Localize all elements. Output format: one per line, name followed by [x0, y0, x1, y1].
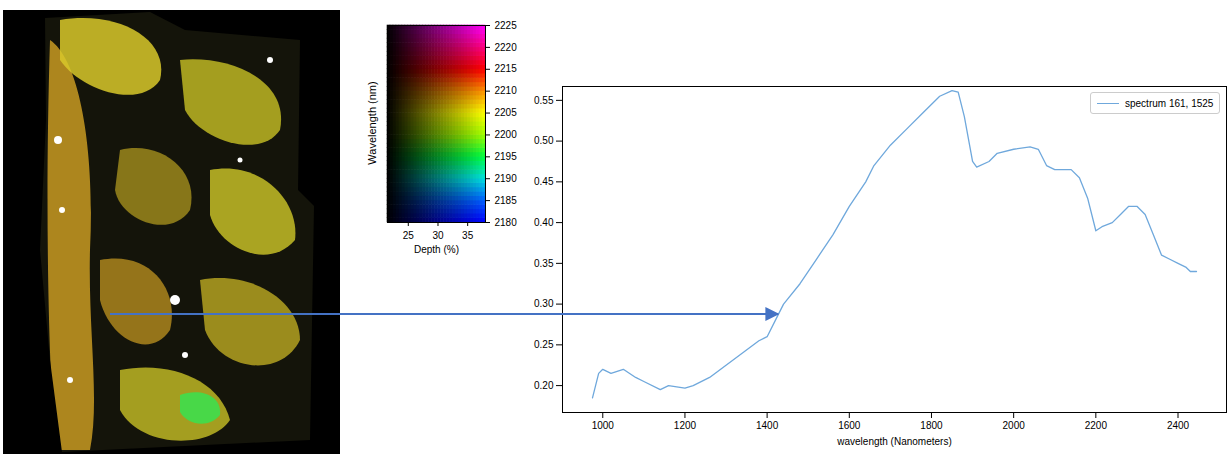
svg-text:0.45: 0.45	[534, 176, 554, 187]
svg-text:2205: 2205	[495, 107, 518, 118]
svg-text:2200: 2200	[495, 129, 518, 140]
svg-text:0.25: 0.25	[534, 339, 554, 350]
svg-text:2215: 2215	[495, 63, 518, 74]
svg-text:2185: 2185	[495, 195, 518, 206]
svg-text:2000: 2000	[1003, 420, 1026, 431]
svg-text:0.30: 0.30	[534, 298, 554, 309]
svg-text:1000: 1000	[592, 420, 615, 431]
svg-text:1200: 1200	[674, 420, 697, 431]
svg-text:2200: 2200	[1085, 420, 1108, 431]
svg-text:0.50: 0.50	[534, 135, 554, 146]
svg-text:Depth (%): Depth (%)	[414, 244, 459, 255]
svg-text:1600: 1600	[838, 420, 861, 431]
html-text:spectrum 161, 1525: spectrum 161, 1525	[1125, 97, 1214, 109]
svg-text:0.55: 0.55	[534, 95, 554, 106]
svg-text:25: 25	[403, 230, 415, 241]
svg-text:2225: 2225	[495, 20, 518, 31]
svg-text:35: 35	[462, 230, 474, 241]
svg-text:0.35: 0.35	[534, 258, 554, 269]
svg-text:1400: 1400	[756, 420, 779, 431]
svg-text:2220: 2220	[495, 42, 518, 53]
html-text:Wavelength (nm): Wavelength (nm)	[366, 81, 378, 165]
svg-text:0.20: 0.20	[534, 380, 554, 391]
svg-text:0.40: 0.40	[534, 217, 554, 228]
svg-text:2210: 2210	[495, 85, 518, 96]
svg-text:30: 30	[432, 230, 444, 241]
svg-text:2400: 2400	[1167, 420, 1190, 431]
svg-text:2195: 2195	[495, 151, 518, 162]
svg-text:2190: 2190	[495, 173, 518, 184]
svg-text:2180: 2180	[495, 217, 518, 228]
svg-text:1800: 1800	[920, 420, 943, 431]
svg-text:wavelength (Nanometers): wavelength (Nanometers)	[836, 436, 952, 447]
